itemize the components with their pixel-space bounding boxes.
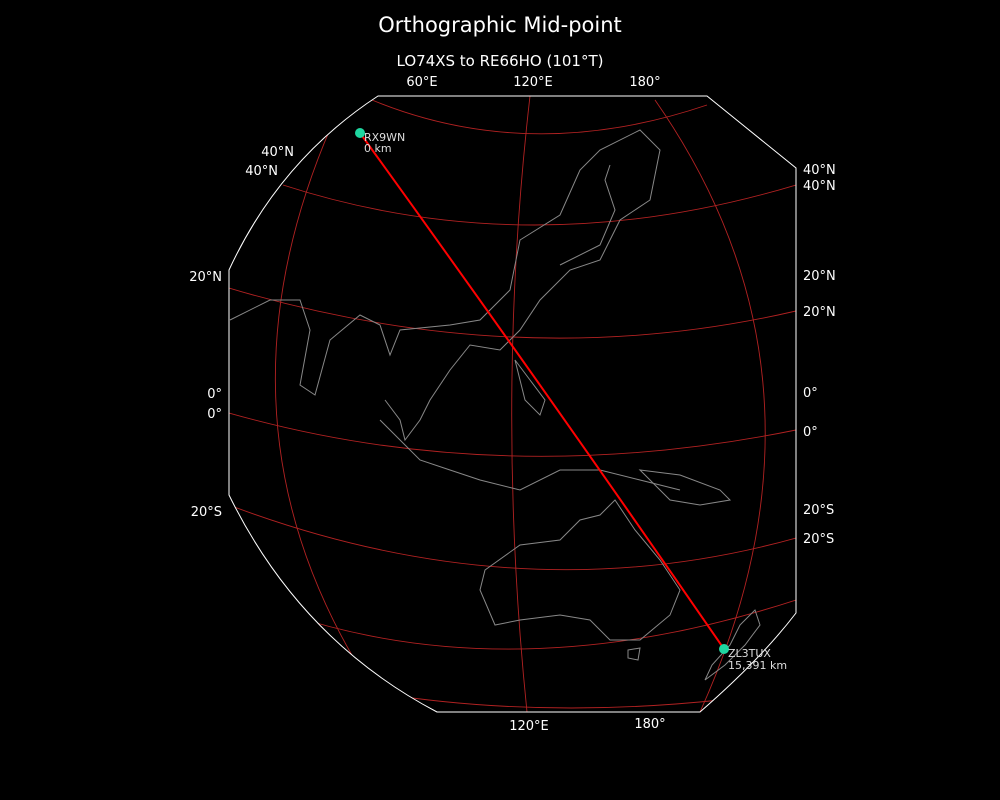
parallel-20s	[229, 504, 796, 571]
lat-label-left: 40°N	[261, 145, 294, 160]
great-circle-path	[359, 132, 725, 650]
parallel-20n	[229, 287, 796, 339]
coastline-indonesia	[379, 419, 681, 491]
lat-label-right: 40°N	[803, 163, 836, 178]
lat-label-left: 0°	[207, 407, 222, 422]
lat-label-left: 20°S	[191, 505, 222, 520]
lat-label-right: 40°N	[803, 179, 836, 194]
parallel-60n	[371, 99, 708, 135]
parallel-40n	[282, 184, 796, 226]
lon-label-top: 60°E	[406, 75, 437, 90]
map-subtitle: LO74XS to RE66HO (101°T)	[396, 52, 604, 70]
station-distance-rx9wn: 0 km	[364, 142, 392, 155]
coastline-asia	[229, 129, 661, 442]
lon-label-bottom: 120°E	[509, 719, 549, 734]
lat-label-right: 20°N	[803, 269, 836, 284]
globe-boundary	[228, 95, 797, 713]
parallel-0	[229, 412, 796, 457]
station-label-zl3tux: ZL3TUX	[728, 647, 771, 660]
station-marker-zl3tux[interactable]	[719, 644, 729, 654]
station-marker-rx9wn[interactable]	[355, 128, 365, 138]
station-distance-zl3tux: 15,391 km	[728, 659, 787, 672]
lat-label-left: 20°N	[189, 270, 222, 285]
lon-label-top: 180°	[629, 75, 660, 90]
coastline-australia	[479, 499, 681, 641]
lat-label-right: 20°S	[803, 503, 834, 518]
lat-label-right: 0°	[803, 425, 818, 440]
lat-label-right: 20°N	[803, 305, 836, 320]
coastline-philippines	[514, 359, 546, 416]
parallel-40s	[289, 599, 796, 650]
coastline-japan	[559, 164, 616, 266]
lat-label-left: 0°	[207, 387, 222, 402]
lon-label-top: 120°E	[513, 75, 553, 90]
station-label-rx9wn: RX9WN	[364, 131, 405, 144]
map-title: Orthographic Mid-point	[378, 13, 622, 37]
meridian-120e	[511, 96, 531, 712]
coastline-png	[638, 469, 732, 506]
lon-label-bottom: 180°	[634, 717, 665, 732]
lat-label-right: 20°S	[803, 532, 834, 547]
meridian-180	[654, 99, 766, 712]
coastline-tasmania	[627, 647, 641, 661]
lat-label-right: 0°	[803, 386, 818, 401]
meridian-60e	[274, 96, 381, 701]
graticule	[229, 96, 796, 712]
lat-label-left: 40°N	[245, 164, 278, 179]
